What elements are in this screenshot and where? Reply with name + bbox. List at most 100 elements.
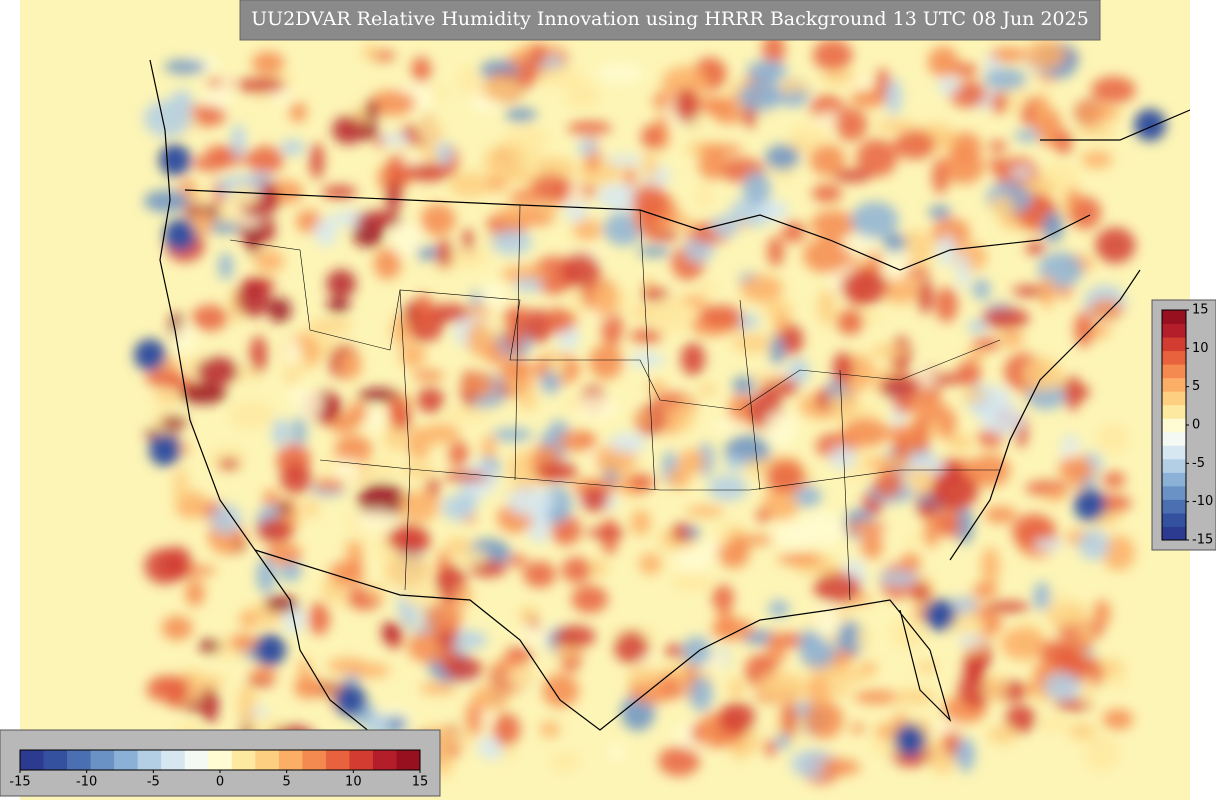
field-blob — [812, 39, 853, 72]
field-blob — [436, 238, 453, 269]
field-blob — [628, 473, 655, 492]
colorbar-segment — [1162, 323, 1186, 338]
field-blob — [345, 539, 364, 558]
field-blob — [322, 185, 358, 199]
field-blob — [866, 456, 913, 472]
colorbar-segment — [1162, 377, 1186, 392]
field-blob — [710, 97, 748, 124]
field-blob — [767, 236, 784, 267]
field-blob — [529, 43, 548, 66]
colorbar-segment — [137, 750, 162, 770]
field-blob — [929, 721, 960, 734]
colorbar-tick-label: 0 — [216, 775, 224, 790]
field-blob — [1089, 299, 1123, 321]
border — [254, 549, 952, 731]
colorbar-segment — [1162, 512, 1186, 527]
field-blob — [957, 674, 992, 707]
field-blob — [982, 307, 1030, 329]
field-blob — [756, 508, 771, 523]
field-blob — [732, 333, 773, 353]
field-blob — [1066, 187, 1080, 209]
field-blob — [293, 676, 326, 699]
field-blob — [809, 144, 846, 176]
field-blob — [365, 407, 385, 431]
field-blob — [1067, 636, 1094, 651]
field-blob — [572, 219, 603, 241]
field-blob — [649, 297, 695, 335]
field-blob — [449, 171, 490, 198]
field-blob — [845, 520, 887, 535]
field-blob — [291, 416, 307, 448]
field-blob — [1101, 471, 1126, 488]
field-blob — [781, 221, 806, 243]
field-blob — [1005, 704, 1036, 734]
field-blob — [556, 430, 598, 452]
field-blob — [247, 223, 260, 256]
field-blob — [543, 308, 574, 334]
field-blob — [1025, 241, 1046, 255]
field-blob — [946, 434, 974, 451]
field-blob — [161, 615, 193, 641]
field-blob — [417, 116, 446, 144]
field-blob — [304, 498, 318, 518]
field-blob — [936, 374, 963, 385]
field-blob — [695, 282, 719, 294]
field-blob — [419, 682, 457, 695]
field-blob — [924, 599, 956, 631]
field-blob — [564, 199, 588, 223]
field-blob — [851, 201, 899, 239]
field-blob — [218, 252, 234, 281]
colorbar-segment — [43, 750, 68, 770]
field-blob — [1013, 129, 1042, 142]
field-blob — [746, 60, 788, 83]
field-blob — [715, 523, 731, 548]
field-blob — [521, 149, 541, 175]
field-blob — [893, 689, 936, 705]
field-blob — [441, 494, 474, 521]
field-blob — [554, 625, 596, 648]
field-blob — [388, 397, 410, 429]
field-blob — [481, 435, 497, 459]
field-blob — [956, 737, 975, 773]
field-blob — [658, 746, 700, 777]
field-blob — [229, 401, 275, 429]
field-blob — [882, 273, 919, 304]
field-blob — [717, 604, 733, 640]
field-blob — [990, 91, 1009, 114]
field-blob — [630, 328, 663, 344]
field-blob — [967, 319, 989, 334]
field-blob — [951, 63, 979, 77]
field-blob — [799, 638, 836, 669]
field-blob — [627, 666, 662, 686]
field-blob — [550, 751, 579, 772]
field-blob — [699, 304, 742, 326]
field-blob — [411, 56, 431, 83]
field-blob — [420, 203, 456, 236]
field-blob — [870, 344, 907, 359]
field-blob — [567, 121, 612, 137]
field-blob — [577, 139, 598, 156]
field-blob — [821, 70, 858, 85]
field-blob — [1050, 591, 1067, 609]
field-blob — [1037, 715, 1069, 732]
field-blob — [538, 67, 585, 87]
field-blob — [539, 721, 561, 738]
field-blob — [251, 666, 277, 681]
field-blob — [682, 636, 712, 667]
map-area — [20, 0, 1190, 800]
field-blob — [637, 246, 671, 257]
field-blob — [989, 195, 1015, 216]
field-blob — [412, 369, 445, 382]
field-blob — [444, 656, 483, 681]
field-blob — [928, 205, 951, 220]
field-blob — [738, 81, 783, 112]
field-blob — [647, 381, 667, 394]
field-blob — [1074, 311, 1093, 348]
field-blob — [770, 334, 785, 367]
field-blob — [610, 743, 624, 762]
field-blob — [492, 713, 521, 746]
field-blob — [339, 351, 362, 380]
field-blob — [826, 685, 853, 697]
field-blob — [945, 614, 986, 638]
field-blob — [1000, 329, 1024, 348]
